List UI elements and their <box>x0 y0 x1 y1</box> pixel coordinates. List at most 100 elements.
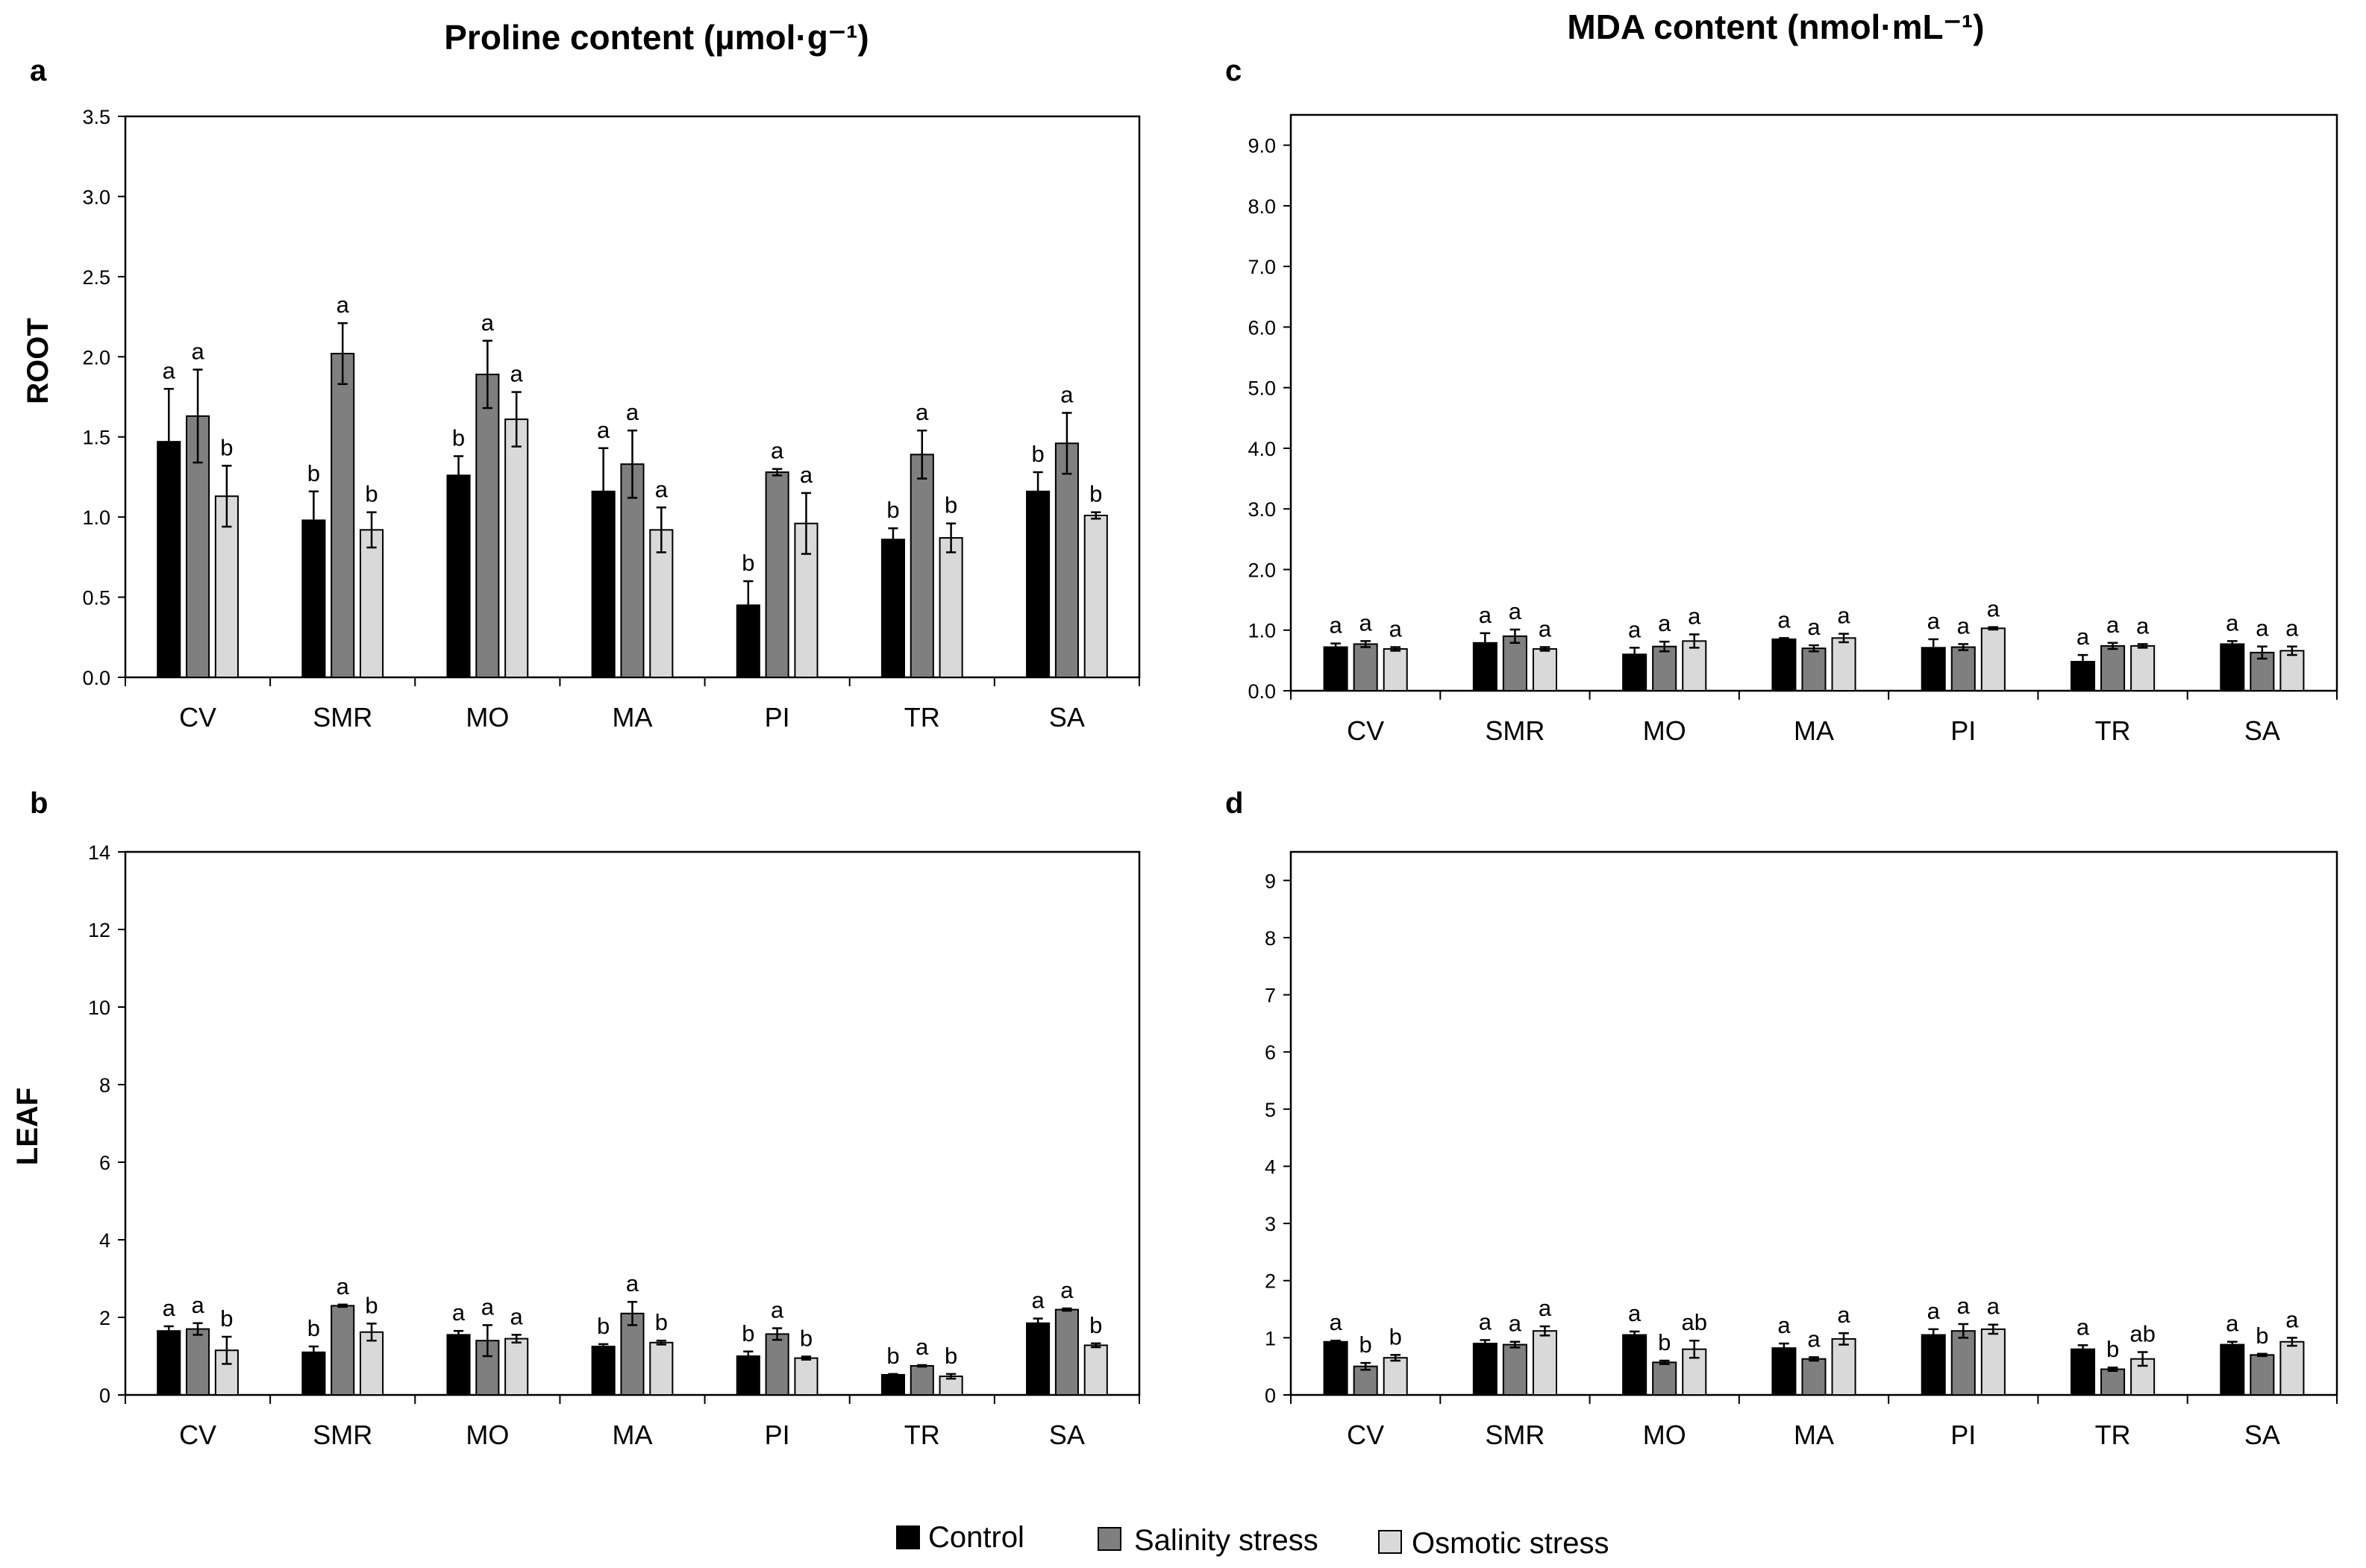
bar <box>1950 646 1976 692</box>
significance-label: a <box>1807 614 1821 640</box>
root-row-label: ROOT <box>22 318 54 404</box>
bar <box>2100 645 2126 692</box>
y-tick-label: 5.0 <box>1248 377 1276 400</box>
significance-label: b <box>597 1313 610 1339</box>
panel-letter: c <box>1225 54 1242 87</box>
bar <box>504 1337 529 1396</box>
y-tick-label: 0.0 <box>1248 680 1276 703</box>
bar <box>2279 650 2305 692</box>
y-tick-label: 4 <box>1265 1155 1276 1178</box>
bar <box>910 1365 934 1396</box>
bar <box>910 454 934 678</box>
bar <box>1801 647 1827 692</box>
bar <box>1801 1358 1827 1396</box>
bar <box>504 418 529 679</box>
significance-label: a <box>1807 1326 1821 1352</box>
bar <box>331 1305 355 1396</box>
y-tick-label: 8 <box>1265 927 1276 950</box>
significance-label: a <box>771 438 784 464</box>
significance-label: a <box>2226 1311 2239 1337</box>
bar <box>1353 643 1378 692</box>
bar <box>359 1331 384 1396</box>
bar <box>1831 637 1856 692</box>
x-tick-label: MO <box>1643 715 1686 746</box>
significance-label: a <box>1479 602 1492 628</box>
bar <box>1054 442 1079 679</box>
significance-label: a <box>1987 596 2000 622</box>
significance-label: b <box>307 1315 320 1341</box>
y-tick-label: 5 <box>1265 1099 1276 1121</box>
significance-label: a <box>2256 615 2269 642</box>
significance-label: b <box>220 434 233 460</box>
bar <box>1771 638 1797 692</box>
significance-label: a <box>163 357 176 383</box>
y-tick-label: 1.5 <box>82 427 110 449</box>
significance-label: b <box>1031 441 1044 467</box>
y-tick-label: 7.0 <box>1248 256 1276 278</box>
y-tick-label: 9 <box>1265 870 1276 892</box>
y-tick-label: 0.5 <box>82 587 110 609</box>
significance-label: a <box>2076 1314 2090 1340</box>
y-tick-label: 0.0 <box>82 667 110 689</box>
significance-label: ab <box>1682 1309 1707 1335</box>
y-tick-label: 14 <box>88 841 110 864</box>
bar <box>794 1357 819 1396</box>
proline-column-title: Proline content (µmol·g⁻¹) <box>444 18 869 57</box>
bar <box>1532 647 1558 692</box>
significance-label: a <box>337 292 350 318</box>
y-tick-label: 1 <box>1265 1327 1276 1349</box>
y-tick-label: 4 <box>99 1229 110 1252</box>
significance-label: a <box>1060 1277 1074 1303</box>
y-tick-label: 2.0 <box>82 346 110 369</box>
significance-label: b <box>2256 1323 2268 1349</box>
significance-label: a <box>1628 1300 1642 1326</box>
bar <box>1083 1344 1108 1396</box>
significance-label: b <box>307 460 320 486</box>
significance-label: b <box>1089 1312 1102 1338</box>
x-tick-label: PI <box>765 702 790 733</box>
x-tick-label: SA <box>1049 1420 1085 1450</box>
significance-label: b <box>452 424 465 451</box>
legend-swatch-salinity <box>1098 1527 1121 1551</box>
bar <box>1323 646 1348 692</box>
significance-label: a <box>2285 1306 2299 1332</box>
bar <box>1502 635 1527 692</box>
panel-c: c 0.0 1.0 2.0 3.0 4.0 5.0 6.0 7.0 8.0 9.0 CV SMR MO MA… <box>1225 54 2338 746</box>
significance-label: a <box>916 1334 929 1360</box>
significance-label: a <box>800 462 813 488</box>
significance-label: b <box>655 1309 668 1335</box>
significance-label: b <box>742 550 754 576</box>
significance-label: a <box>1479 1308 1492 1335</box>
significance-label: a <box>481 310 495 336</box>
legend-label-osmotic: Osmotic stress <box>1412 1527 1609 1560</box>
bar <box>649 1341 674 1396</box>
significance-label: a <box>1987 1293 2000 1320</box>
x-tick-label: TR <box>904 1420 940 1450</box>
significance-label: b <box>1389 1323 1402 1349</box>
significance-label: a <box>1509 598 1522 624</box>
bar <box>1682 640 1707 692</box>
x-tick-label: SMR <box>313 702 372 733</box>
bar <box>1472 1343 1497 1396</box>
x-tick-label: PI <box>765 1420 790 1450</box>
x-tick-label: MO <box>1643 1420 1686 1450</box>
bar <box>1831 1337 1856 1396</box>
x-tick-label: CV <box>179 702 216 733</box>
legend-swatch-control <box>896 1525 920 1549</box>
bar <box>939 537 963 678</box>
significance-label: a <box>1957 612 1971 639</box>
significance-label: a <box>597 417 610 443</box>
significance-label: a <box>1329 612 1342 639</box>
bar <box>475 373 500 678</box>
x-tick-label: PI <box>1950 1420 1976 1450</box>
legend-label-control: Control <box>928 1521 1024 1554</box>
bar <box>1622 1334 1647 1396</box>
y-tick-label: 2.5 <box>82 266 110 289</box>
y-tick-label: 2 <box>1265 1270 1276 1293</box>
y-tick-label: 3.0 <box>1248 498 1276 521</box>
significance-label: b <box>1658 1329 1671 1355</box>
y-tick-label: 6 <box>1265 1041 1276 1064</box>
y-tick-label: 6.0 <box>1248 316 1276 339</box>
